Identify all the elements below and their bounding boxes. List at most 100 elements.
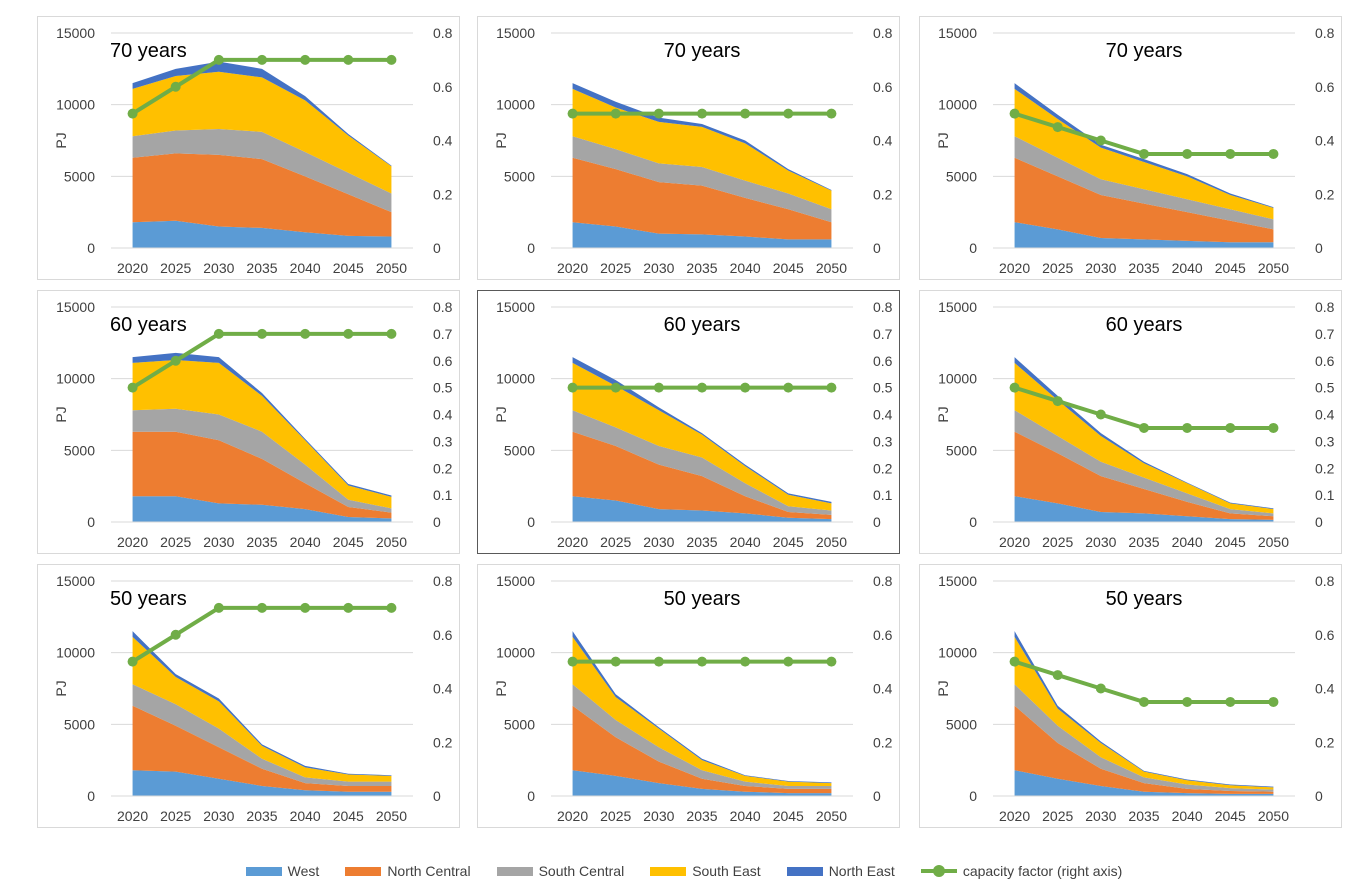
y-axis-label: PJ xyxy=(53,406,69,422)
x-tick-label: 2040 xyxy=(1172,534,1203,550)
chart-title: 70 years xyxy=(110,40,187,62)
y-tick-label: 10000 xyxy=(496,97,535,113)
y2-tick-label: 0 xyxy=(433,514,441,530)
y-tick-label: 10000 xyxy=(56,371,95,387)
y2-tick-label: 0 xyxy=(873,514,881,530)
x-tick-label: 2040 xyxy=(1172,260,1203,276)
y2-tick-label: 0.6 xyxy=(1315,79,1335,95)
legend-item-west: West xyxy=(246,863,320,879)
chart-svg: 05000100001500000.10.20.30.40.50.60.70.8… xyxy=(38,291,461,555)
y2-tick-label: 0.4 xyxy=(873,407,893,423)
y-tick-label: 0 xyxy=(527,240,535,256)
y2-tick-label: 0.4 xyxy=(433,407,453,423)
y-tick-label: 10000 xyxy=(938,645,977,661)
y2-tick-label: 0.5 xyxy=(433,380,453,396)
y-tick-label: 10000 xyxy=(496,371,535,387)
capacity-factor-point xyxy=(1096,684,1106,694)
chart-title: 70 years xyxy=(1106,40,1183,62)
y2-tick-label: 0.8 xyxy=(873,25,893,41)
x-tick-label: 2050 xyxy=(1258,534,1289,550)
y2-tick-label: 0.2 xyxy=(1315,186,1335,202)
y2-tick-label: 0.6 xyxy=(873,627,893,643)
y-axis-label: PJ xyxy=(493,132,509,148)
x-tick-label: 2035 xyxy=(1128,534,1159,550)
y2-tick-label: 0 xyxy=(873,240,881,256)
y2-tick-label: 0.4 xyxy=(1315,681,1335,697)
capacity-factor-point xyxy=(257,55,267,65)
y2-tick-label: 0.5 xyxy=(1315,380,1335,396)
y-tick-label: 15000 xyxy=(56,299,95,315)
x-tick-label: 2030 xyxy=(203,808,234,824)
capacity-factor-point xyxy=(1225,149,1235,159)
y2-tick-label: 0.2 xyxy=(873,460,893,476)
y2-tick-label: 0.8 xyxy=(1315,25,1335,41)
capacity-factor-point xyxy=(654,657,664,667)
y2-tick-label: 0 xyxy=(1315,240,1323,256)
chart-svg: 05000100001500000.10.20.30.40.50.60.70.8… xyxy=(478,291,901,555)
x-tick-label: 2035 xyxy=(1128,260,1159,276)
capacity-factor-point xyxy=(783,383,793,393)
chart-svg: 0 5000 10000 15000 0 0.2 0.4 0.6 0.8 2020 2025 2030… xyxy=(478,17,901,281)
x-tick-label: 2030 xyxy=(203,260,234,276)
y2-tick-label: 0.3 xyxy=(873,433,893,449)
capacity-factor-point xyxy=(611,383,621,393)
x-tick-label: 2025 xyxy=(160,808,191,824)
chart-svg: 05000100001500000.10.20.30.40.50.60.70.8… xyxy=(920,291,1343,555)
x-tick-label: 2050 xyxy=(816,808,847,824)
y-tick-label: 5000 xyxy=(64,442,95,458)
y2-tick-label: 0.2 xyxy=(433,734,453,750)
x-tick-label: 2050 xyxy=(816,260,847,276)
y2-tick-label: 0.8 xyxy=(1315,299,1335,315)
chart-svg: 0 5000 10000 15000 0 0.2 0.4 0.6 0.8 2020 2025 2030… xyxy=(920,565,1343,829)
y2-tick-label: 0.8 xyxy=(433,573,453,589)
x-tick-label: 2025 xyxy=(160,534,191,550)
capacity-factor-point xyxy=(826,109,836,119)
capacity-factor-point xyxy=(128,383,138,393)
x-tick-label: 2035 xyxy=(686,260,717,276)
capacity-factor-point xyxy=(214,329,224,339)
capacity-factor-point xyxy=(740,383,750,393)
capacity-factor-point xyxy=(343,603,353,613)
capacity-factor-point xyxy=(300,55,310,65)
legend: West North Central South Central South E… xyxy=(0,856,1368,886)
chart-panel: 0 5000 10000 15000 0 0.2 0.4 0.6 0.8 2020 2025 2030… xyxy=(477,564,900,828)
capacity-factor-point xyxy=(568,657,578,667)
y-tick-label: 15000 xyxy=(56,573,95,589)
y2-tick-label: 0.2 xyxy=(433,460,453,476)
y-tick-label: 5000 xyxy=(946,716,977,732)
capacity-factor-point xyxy=(783,657,793,667)
x-tick-label: 2040 xyxy=(290,808,321,824)
x-tick-label: 2050 xyxy=(376,534,407,550)
y2-tick-label: 0.8 xyxy=(433,25,453,41)
capacity-factor-point xyxy=(300,603,310,613)
legend-item-south-east: South East xyxy=(650,863,761,879)
capacity-factor-point xyxy=(386,55,396,65)
capacity-factor-point xyxy=(171,82,181,92)
y-tick-label: 0 xyxy=(87,240,95,256)
x-tick-label: 2020 xyxy=(999,534,1030,550)
y2-tick-label: 0.4 xyxy=(433,681,453,697)
capacity-factor-point xyxy=(171,356,181,366)
y2-tick-label: 0.6 xyxy=(1315,627,1335,643)
y-axis-label: PJ xyxy=(53,132,69,148)
y2-tick-label: 0.8 xyxy=(433,299,453,315)
y-tick-label: 0 xyxy=(969,240,977,256)
x-tick-label: 2050 xyxy=(376,260,407,276)
x-tick-label: 2020 xyxy=(999,260,1030,276)
x-tick-label: 2040 xyxy=(730,260,761,276)
legend-label-north-east: North East xyxy=(829,863,895,879)
legend-swatch-capacity-factor xyxy=(921,865,957,877)
capacity-factor-point xyxy=(128,657,138,667)
y-tick-label: 15000 xyxy=(938,299,977,315)
x-tick-label: 2050 xyxy=(376,808,407,824)
capacity-factor-point xyxy=(300,329,310,339)
x-tick-label: 2025 xyxy=(600,534,631,550)
legend-item-north-central: North Central xyxy=(345,863,470,879)
x-tick-label: 2020 xyxy=(557,534,588,550)
capacity-factor-point xyxy=(740,109,750,119)
capacity-factor-point xyxy=(826,657,836,667)
x-tick-label: 2035 xyxy=(246,534,277,550)
capacity-factor-point xyxy=(1268,697,1278,707)
x-tick-label: 2045 xyxy=(333,808,364,824)
